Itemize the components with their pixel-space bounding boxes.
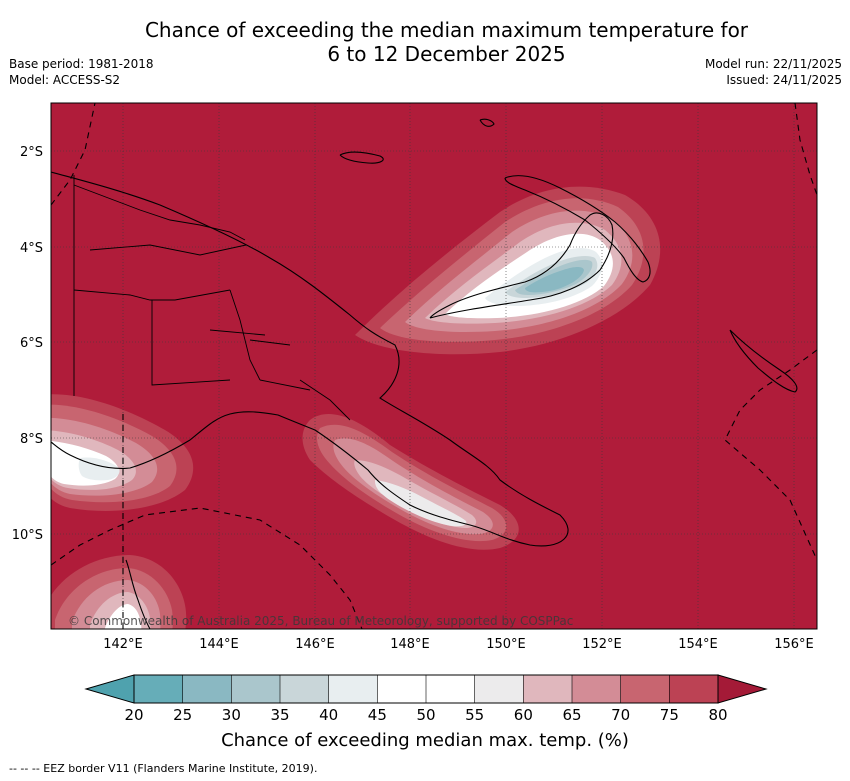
lon-label: 156°E bbox=[774, 637, 814, 652]
issued-date: Issued: 24/11/2025 bbox=[726, 73, 842, 87]
lon-label: 150°E bbox=[486, 637, 526, 652]
model-run: Model run: 22/11/2025 bbox=[704, 57, 842, 71]
lon-label: 148°E bbox=[390, 637, 430, 652]
colorbar-tick-label: 20 bbox=[124, 706, 143, 724]
colorbar-tick-label: 50 bbox=[416, 706, 435, 724]
model-name: Model: ACCESS-S2 bbox=[9, 73, 121, 87]
anomaly-blob-west-coast bbox=[51, 394, 194, 511]
lon-label: 154°E bbox=[678, 637, 718, 652]
chart-title: Chance of exceeding the median maximum t… bbox=[0, 18, 850, 66]
grid-lines bbox=[51, 103, 817, 629]
colorbar-tick-label: 40 bbox=[319, 706, 338, 724]
colorbar-cell bbox=[474, 674, 525, 704]
colorbar-label: Chance of exceeding median max. temp. (%… bbox=[221, 730, 629, 751]
lon-label: 142°E bbox=[103, 637, 143, 652]
colorbar-cell bbox=[133, 674, 184, 704]
lon-label: 144°E bbox=[199, 637, 239, 652]
anomaly-blob-cape-york bbox=[51, 555, 187, 629]
anomaly-blob-new-britain bbox=[355, 186, 661, 355]
cape-york-coastline bbox=[125, 559, 151, 629]
anomaly-blob-southeast-png bbox=[302, 414, 519, 550]
copyright-notice: © Commonwealth of Australia 2025, Bureau… bbox=[68, 614, 573, 628]
lon-label: 152°E bbox=[582, 637, 622, 652]
colorbar-tick-label: 25 bbox=[173, 706, 192, 724]
title-line-1: Chance of exceeding the median maximum t… bbox=[144, 18, 749, 42]
new-britain-coastline bbox=[429, 212, 614, 319]
colorbar-cell bbox=[377, 674, 427, 704]
colorbar-over-arrow bbox=[717, 674, 768, 704]
colorbar-cell bbox=[328, 674, 379, 704]
new-ireland-coastline bbox=[504, 175, 651, 283]
colorbar-cell bbox=[620, 674, 671, 704]
lat-label: 8°S bbox=[20, 432, 43, 447]
bougainville-coastline bbox=[729, 329, 798, 393]
lat-label: 6°S bbox=[20, 336, 43, 351]
meta-right: Model run: 22/11/2025 Issued: 24/11/2025 bbox=[705, 56, 842, 88]
meta-left: Base period: 1981-2018 Model: ACCESS-S2 bbox=[9, 56, 154, 88]
eez-borders bbox=[51, 103, 817, 629]
colorbar-cell bbox=[182, 674, 233, 704]
colorbar-cell bbox=[571, 674, 622, 704]
colorbar-tick-label: 35 bbox=[270, 706, 289, 724]
latitude-labels: 2°S 4°S 6°S 8°S 10°S bbox=[12, 145, 43, 543]
colorbar-tick-label: 45 bbox=[368, 706, 387, 724]
colorbar-cell bbox=[669, 674, 719, 704]
new-guinea-coastline bbox=[51, 171, 569, 547]
lat-label: 4°S bbox=[20, 241, 43, 256]
lon-label: 146°E bbox=[295, 637, 335, 652]
colorbar-cell bbox=[523, 674, 573, 704]
colorbar-frame bbox=[133, 674, 719, 704]
base-period: Base period: 1981-2018 bbox=[9, 57, 154, 71]
colorbar-tick-label: 30 bbox=[222, 706, 241, 724]
coastlines bbox=[51, 118, 798, 629]
colorbar-cell bbox=[425, 674, 476, 704]
colorbar-tick-label: 70 bbox=[611, 706, 630, 724]
colorbar-cell bbox=[231, 674, 281, 704]
colorbar-tick-label: 55 bbox=[465, 706, 484, 724]
eez-footnote: -- -- -- EEZ border V11 (Flanders Marine… bbox=[9, 762, 318, 775]
map-background bbox=[51, 103, 817, 629]
manus-outline bbox=[479, 118, 495, 127]
colorbar-cell bbox=[279, 674, 330, 704]
map-frame bbox=[50, 102, 818, 630]
longitude-labels: 142°E 144°E 146°E 148°E 150°E 152°E 154°… bbox=[103, 637, 814, 652]
province-borders bbox=[73, 175, 351, 421]
colorbar-under-arrow bbox=[84, 674, 135, 704]
colorbar-tick-label: 65 bbox=[562, 706, 581, 724]
lat-label: 10°S bbox=[12, 528, 43, 543]
west-island-outline bbox=[339, 151, 384, 164]
colorbar-tick-label: 80 bbox=[708, 706, 727, 724]
title-line-2: 6 to 12 December 2025 bbox=[327, 42, 566, 66]
colorbar: 20 25 30 35 40 45 50 55 60 65 70 75 80 bbox=[84, 674, 768, 724]
colorbar-tick-label: 60 bbox=[514, 706, 533, 724]
lat-label: 2°S bbox=[20, 145, 43, 160]
colorbar-tick-label: 75 bbox=[660, 706, 679, 724]
